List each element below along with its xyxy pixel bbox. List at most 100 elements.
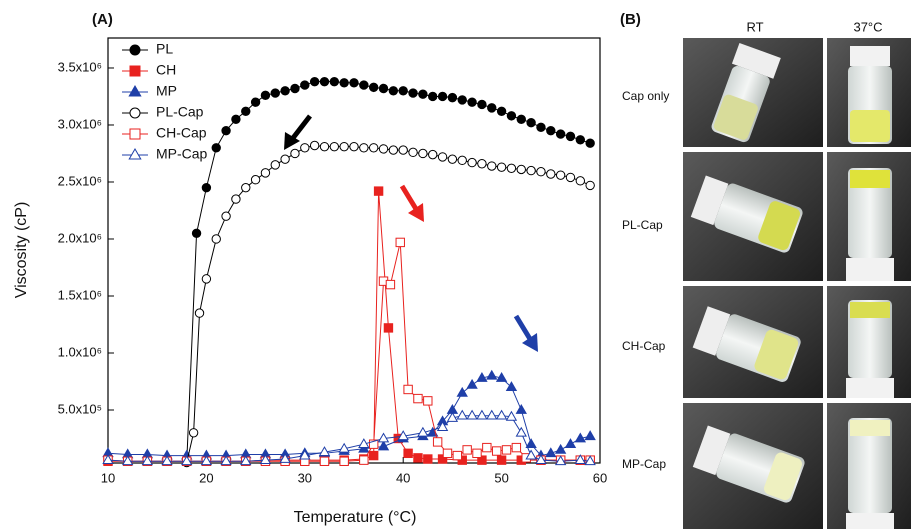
marker: [428, 149, 438, 160]
marker: [408, 88, 418, 98]
column-label: RT: [746, 19, 763, 34]
marker: [575, 176, 586, 186]
marker: [495, 409, 508, 420]
marker: [290, 148, 300, 159]
marker: [585, 180, 595, 191]
marker: [466, 409, 478, 420]
marker: [496, 455, 507, 465]
marker: [477, 455, 487, 465]
marker: [221, 211, 231, 221]
series-line: [186, 81, 591, 463]
marker: [161, 455, 173, 466]
marker: [413, 453, 423, 463]
column-label: 37°C: [853, 19, 882, 34]
marker: [194, 308, 205, 318]
marker: [368, 143, 379, 153]
marker: [536, 167, 546, 177]
marker: [260, 168, 271, 178]
marker: [141, 455, 154, 466]
y-tick-label: 3.5x10⁶: [58, 59, 102, 74]
marker: [408, 147, 418, 158]
marker: [432, 437, 443, 447]
marker: [201, 182, 212, 193]
marker: [525, 438, 537, 449]
marker: [338, 442, 350, 453]
marker: [506, 111, 517, 121]
y-axis-label: Viscosity (cP): [13, 202, 30, 299]
marker: [181, 455, 193, 466]
marker: [584, 455, 596, 466]
marker: [418, 148, 428, 159]
marker: [241, 182, 251, 193]
marker: [501, 445, 512, 455]
marker: [398, 86, 408, 96]
marker: [437, 454, 448, 464]
marker: [565, 172, 576, 183]
marker: [446, 411, 459, 422]
marker: [329, 141, 340, 152]
marker: [309, 140, 320, 151]
photo-grid: [683, 38, 911, 529]
marker: [220, 455, 232, 466]
marker: [329, 76, 340, 87]
x-tick-label: 40: [396, 470, 410, 485]
marker: [515, 426, 527, 437]
marker: [472, 448, 482, 459]
marker: [526, 118, 536, 128]
marker: [516, 114, 526, 124]
marker: [128, 147, 142, 160]
row-label: MP-Cap: [622, 457, 666, 471]
row-label: CH-Cap: [622, 339, 666, 353]
marker: [476, 372, 488, 382]
marker: [349, 78, 359, 88]
y-tick-label: 1.0x10⁶: [58, 344, 102, 359]
legend-label: MP: [156, 83, 177, 99]
marker: [383, 323, 394, 333]
x-tick-label: 30: [298, 470, 312, 485]
marker: [300, 80, 310, 90]
marker: [418, 89, 428, 99]
series: [182, 76, 595, 468]
marker: [403, 384, 413, 395]
marker: [417, 426, 429, 437]
marker: [188, 428, 199, 438]
marker: [487, 103, 497, 113]
panel-label: (B): [620, 11, 641, 28]
marker: [211, 143, 221, 153]
series-line: [186, 144, 591, 463]
marker: [102, 454, 114, 465]
marker: [280, 154, 290, 164]
series: [102, 409, 596, 466]
marker: [319, 456, 330, 466]
marker: [506, 163, 517, 174]
marker: [128, 84, 142, 97]
marker: [536, 122, 546, 132]
marker: [442, 448, 453, 459]
legend-label: CH: [156, 62, 176, 78]
marker: [496, 106, 507, 117]
marker: [456, 409, 468, 420]
marker: [516, 164, 526, 175]
marker: [368, 82, 379, 93]
marker: [299, 449, 311, 460]
x-tick-label: 20: [199, 470, 213, 485]
marker: [240, 455, 252, 466]
marker: [486, 409, 498, 420]
marker: [397, 430, 409, 441]
marker: [129, 65, 141, 77]
marker: [395, 237, 405, 248]
legend-label: PL-Cap: [156, 104, 204, 120]
panel-label: (A): [92, 11, 113, 28]
marker: [462, 445, 472, 455]
marker: [259, 454, 272, 465]
marker: [403, 448, 413, 459]
marker: [476, 409, 488, 420]
marker: [231, 114, 241, 124]
marker: [457, 95, 467, 105]
marker: [467, 97, 477, 107]
marker: [457, 155, 467, 166]
marker: [359, 455, 369, 465]
marker: [280, 86, 290, 96]
marker: [467, 157, 477, 168]
